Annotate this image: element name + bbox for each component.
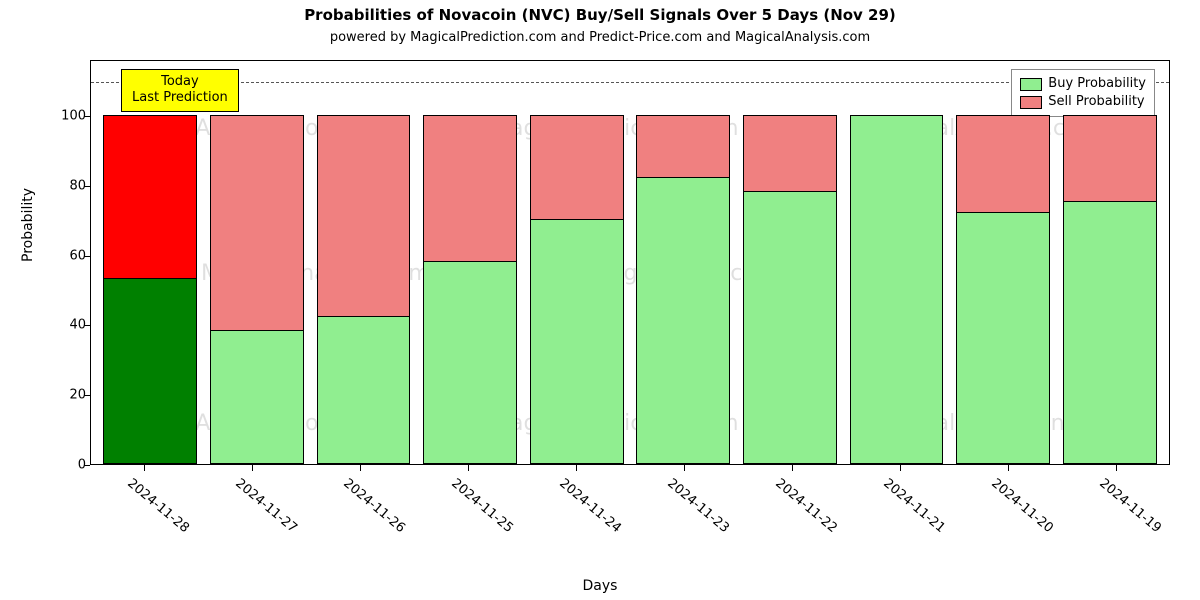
- bar-stack: [743, 61, 837, 464]
- y-axis-label: Probability: [20, 188, 36, 262]
- bar-slot: [417, 61, 524, 464]
- x-tick-mark: [252, 465, 253, 471]
- buy-segment: [423, 262, 517, 465]
- x-tick-label: 2024-11-22: [772, 476, 840, 536]
- x-tick-mark: [900, 465, 901, 471]
- x-tick-label: 2024-11-20: [988, 476, 1056, 536]
- y-tick-label: 60: [52, 248, 86, 263]
- sell-segment: [636, 115, 730, 178]
- sell-segment: [317, 115, 411, 318]
- x-tick-label: 2024-11-21: [880, 476, 948, 536]
- x-tick-label: 2024-11-28: [124, 476, 192, 536]
- bar-slot: [97, 61, 204, 464]
- chart-subtitle: powered by MagicalPrediction.com and Pre…: [0, 30, 1200, 45]
- x-tick-mark: [576, 465, 577, 471]
- x-axis-label: Days: [0, 578, 1200, 594]
- x-tick-label: 2024-11-24: [556, 476, 624, 536]
- probability-chart: Probabilities of Novacoin (NVC) Buy/Sell…: [0, 0, 1200, 600]
- bar-stack: [423, 61, 517, 464]
- bar-slot: [843, 61, 950, 464]
- x-tick-mark: [684, 465, 685, 471]
- buy-segment: [530, 220, 624, 464]
- bar-slot: [950, 61, 1057, 464]
- chart-title: Probabilities of Novacoin (NVC) Buy/Sell…: [0, 6, 1200, 24]
- y-tick-label: 80: [52, 178, 86, 193]
- bar-slot: [523, 61, 630, 464]
- bar-stack: [103, 61, 197, 464]
- bar-stack: [850, 61, 944, 464]
- sell-segment: [1063, 115, 1157, 202]
- x-tick-mark: [1116, 465, 1117, 471]
- y-tick-label: 40: [52, 318, 86, 333]
- sell-segment: [423, 115, 517, 262]
- x-tick-label: 2024-11-25: [448, 476, 516, 536]
- x-tick-mark: [792, 465, 793, 471]
- x-tick-mark: [468, 465, 469, 471]
- bar-stack: [530, 61, 624, 464]
- sell-segment: [103, 115, 197, 279]
- bars-container: [91, 61, 1169, 464]
- buy-segment: [210, 331, 304, 464]
- bar-slot: [310, 61, 417, 464]
- plot-area: MagicalAnalysis.comMagicalPrediction.com…: [90, 60, 1170, 465]
- x-tick-mark: [144, 465, 145, 471]
- buy-segment: [743, 192, 837, 464]
- bar-stack: [956, 61, 1050, 464]
- bar-slot: [737, 61, 844, 464]
- x-tick-label: 2024-11-23: [664, 476, 732, 536]
- sell-segment: [530, 115, 624, 220]
- buy-segment: [956, 213, 1050, 464]
- x-tick-label: 2024-11-27: [232, 476, 300, 536]
- y-tick-label: 0: [52, 458, 86, 473]
- buy-segment: [636, 178, 730, 464]
- y-tick-label: 20: [52, 388, 86, 403]
- y-tick-mark: [84, 465, 90, 466]
- x-ticks: 2024-11-28 2024-11-27 2024-11-26 2024-11-25…: [90, 468, 1170, 578]
- x-tick-label: 2024-11-19: [1096, 476, 1164, 536]
- bar-stack: [1063, 61, 1157, 464]
- sell-segment: [956, 115, 1050, 213]
- x-tick-mark: [1008, 465, 1009, 471]
- buy-segment: [103, 279, 197, 464]
- bar-slot: [204, 61, 311, 464]
- bar-slot: [1056, 61, 1163, 464]
- buy-segment: [1063, 202, 1157, 464]
- bar-stack: [210, 61, 304, 464]
- x-tick-mark: [360, 465, 361, 471]
- sell-segment: [743, 115, 837, 192]
- buy-segment: [317, 317, 411, 464]
- x-tick-label: 2024-11-26: [340, 476, 408, 536]
- bar-stack: [636, 61, 730, 464]
- bar-slot: [630, 61, 737, 464]
- buy-segment: [850, 115, 944, 464]
- y-tick-label: 100: [52, 108, 86, 123]
- bar-stack: [317, 61, 411, 464]
- sell-segment: [210, 115, 304, 331]
